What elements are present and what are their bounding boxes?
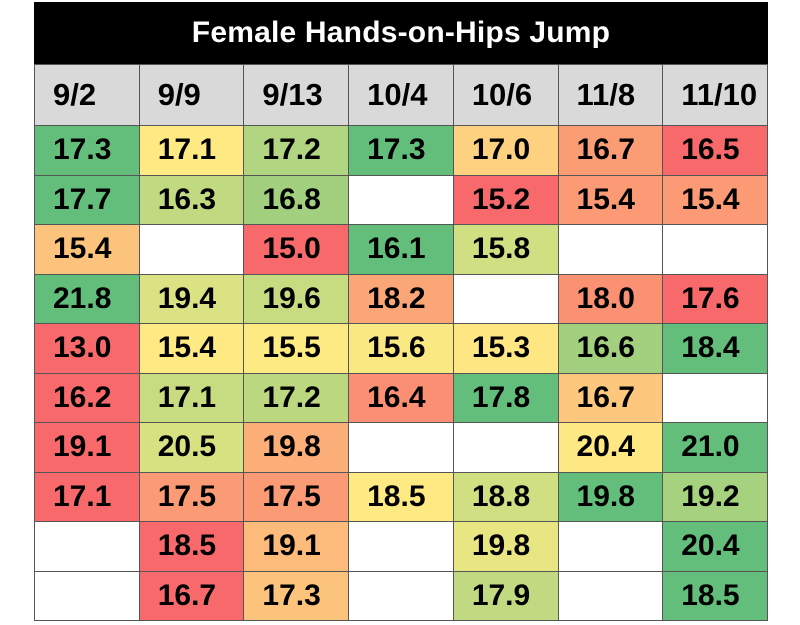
table-cell: 15.4 [138, 323, 245, 374]
table-cell: 19.6 [243, 273, 350, 324]
header-row: 9/2 9/9 9/13 10/4 10/6 11/8 11/10 [34, 64, 768, 126]
table-cell: 19.8 [243, 422, 350, 473]
column-header: 9/13 [243, 64, 350, 126]
jump-table-container: Female Hands-on-Hips Jump 9/2 9/9 9/13 10/4… [34, 2, 768, 621]
table-cell: 19.1 [34, 422, 140, 473]
table-cell: 19.4 [138, 273, 245, 324]
table-cell: 17.3 [34, 125, 140, 176]
table-cell: 17.1 [138, 125, 245, 176]
table-cell: 17.3 [243, 570, 350, 621]
table-cell: 17.6 [662, 273, 768, 324]
table-cell: 17.1 [34, 471, 140, 522]
table-cell: 16.4 [348, 372, 454, 423]
table-row: 17.3 17.1 17.2 17.3 17.0 16.7 16.5 [34, 125, 768, 176]
table-cell [662, 372, 768, 423]
table-cell: 15.3 [452, 323, 559, 374]
table-cell [34, 521, 140, 572]
table-cell [557, 224, 664, 275]
table-cell: 15.0 [243, 224, 350, 275]
table-cell: 15.5 [243, 323, 350, 374]
table-row: 21.8 19.4 19.6 18.2 18.0 17.6 [34, 273, 768, 324]
table-cell: 18.0 [557, 273, 664, 324]
table-row: 19.1 20.5 19.8 20.4 21.0 [34, 422, 768, 473]
table-cell: 17.2 [243, 372, 350, 423]
table-row: 15.4 15.0 16.1 15.8 [34, 224, 768, 275]
table-cell: 17.8 [452, 372, 559, 423]
table-cell: 16.8 [243, 174, 350, 225]
table-cell: 17.2 [243, 125, 350, 176]
table-cell [557, 521, 664, 572]
table-cell: 15.6 [348, 323, 454, 374]
table-cell: 17.7 [34, 174, 140, 225]
table-cell: 18.5 [138, 521, 245, 572]
table-title: Female Hands-on-Hips Jump [34, 2, 768, 64]
table-cell: 16.2 [34, 372, 140, 423]
table-cell: 21.0 [662, 422, 768, 473]
table-cell: 21.8 [34, 273, 140, 324]
column-header: 11/10 [662, 64, 768, 126]
table-cell: 16.6 [557, 323, 664, 374]
table-cell: 19.8 [557, 471, 664, 522]
table-row: 17.1 17.5 17.5 18.5 18.8 19.8 19.2 [34, 471, 768, 522]
table-cell: 20.4 [557, 422, 664, 473]
column-header: 9/9 [138, 64, 245, 126]
table-cell: 15.2 [452, 174, 559, 225]
table-cell: 18.2 [348, 273, 454, 324]
table-cell: 18.5 [348, 471, 454, 522]
table-cell: 15.8 [452, 224, 559, 275]
table-cell: 15.4 [34, 224, 140, 275]
table-cell: 17.1 [138, 372, 245, 423]
table-cell [557, 570, 664, 621]
table-cell [348, 174, 454, 225]
table-row: 13.0 15.4 15.5 15.6 15.3 16.6 18.4 [34, 323, 768, 374]
table-cell [34, 570, 140, 621]
table-cell [348, 521, 454, 572]
table-cell: 16.7 [557, 372, 664, 423]
table-cell [452, 273, 559, 324]
table-cell [348, 570, 454, 621]
table-row: 18.5 19.1 19.8 20.4 [34, 521, 768, 572]
table-cell: 19.1 [243, 521, 350, 572]
table-cell: 17.9 [452, 570, 559, 621]
table-cell: 19.8 [452, 521, 559, 572]
table-row: 17.7 16.3 16.8 15.2 15.4 15.4 [34, 174, 768, 225]
table-row: 16.2 17.1 17.2 16.4 17.8 16.7 [34, 372, 768, 423]
column-header: 11/8 [557, 64, 664, 126]
table-cell: 20.5 [138, 422, 245, 473]
table-cell: 13.0 [34, 323, 140, 374]
table-cell: 17.5 [138, 471, 245, 522]
table-row: 16.7 17.3 17.9 18.5 [34, 570, 768, 621]
column-header: 10/6 [452, 64, 559, 126]
column-header: 10/4 [348, 64, 454, 126]
column-header: 9/2 [34, 64, 140, 126]
table-cell: 16.7 [557, 125, 664, 176]
table-cell: 18.5 [662, 570, 768, 621]
table-cell: 16.3 [138, 174, 245, 225]
table-cell: 16.5 [662, 125, 768, 176]
table-cell [138, 224, 245, 275]
table-cell: 20.4 [662, 521, 768, 572]
table-cell [452, 422, 559, 473]
table-body: 17.3 17.1 17.2 17.3 17.0 16.7 16.5 17.7 16.3 16.8… [34, 125, 768, 621]
table-cell: 15.4 [662, 174, 768, 225]
table-cell: 17.0 [452, 125, 559, 176]
table-cell: 17.5 [243, 471, 350, 522]
table-cell: 15.4 [557, 174, 664, 225]
table-cell: 16.1 [348, 224, 454, 275]
table-cell: 16.7 [138, 570, 245, 621]
table-cell: 18.4 [662, 323, 768, 374]
table-cell [662, 224, 768, 275]
jump-data-table: 9/2 9/9 9/13 10/4 10/6 11/8 11/10 17.3 17.1 17.2… [34, 64, 768, 621]
table-cell: 18.8 [452, 471, 559, 522]
table-cell [348, 422, 454, 473]
table-cell: 17.3 [348, 125, 454, 176]
table-cell: 19.2 [662, 471, 768, 522]
